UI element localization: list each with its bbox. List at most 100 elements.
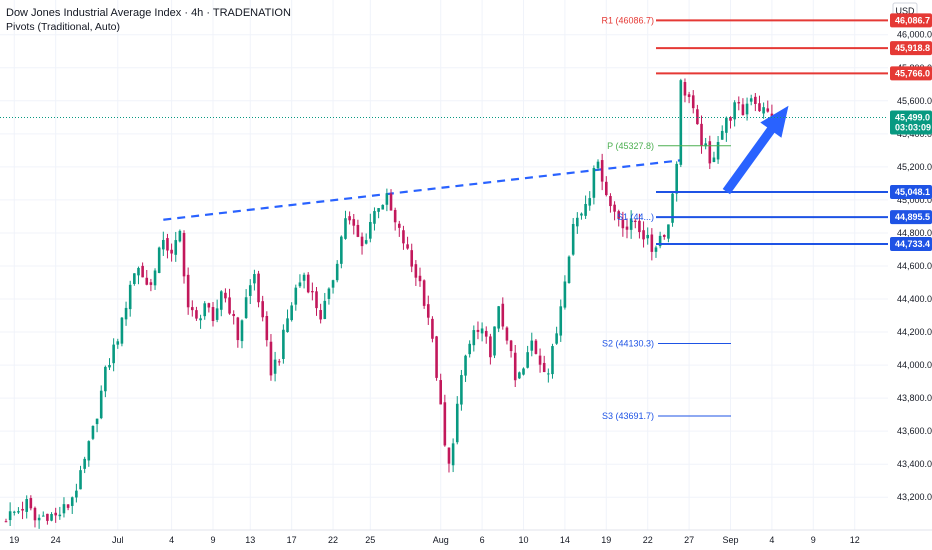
candle-body [95,418,99,425]
candle-body [21,508,24,511]
candle-body [248,285,252,296]
candle-body [128,284,132,310]
candle-body [29,498,33,509]
candle-body [306,274,310,293]
candle-body [675,163,678,194]
axis-tags-layer: 46,086.7 45,918.8 45,766.0 45,048.1 44,895.5… [890,13,932,251]
candle-body [563,281,567,308]
candle-body [754,96,757,104]
candle-body [344,218,347,239]
candle-body [426,304,430,318]
candle-body [199,318,202,321]
candle-body [567,256,571,284]
candle-body [277,361,281,363]
candle-body [733,102,736,120]
candle-body [265,315,269,341]
candle-body [364,240,368,244]
candle-body [261,301,264,318]
time-tick-label: 25 [365,535,375,545]
candle-body [696,109,699,125]
candle-body [687,94,691,97]
candle-body [389,193,393,211]
time-axis[interactable]: 19 24 Jul 4 9 13 17 22 25 Aug 6 10 14 19 22 27 Sep 4 9 12 [0,529,932,545]
candle-body [257,273,260,303]
arrow-layer [722,105,789,195]
candle-body [654,247,658,252]
candle-body [683,82,687,96]
last-price-label: 45,499.0 [895,112,930,122]
candle-body [145,277,149,285]
candle-body [704,143,707,147]
candle-body [124,307,128,320]
candle-body [377,208,380,212]
candle-body [489,336,492,358]
candle-body [464,355,467,376]
projection-arrow [722,105,789,195]
candle-body [348,216,351,221]
candle-body [642,230,645,240]
candle-body [588,198,592,206]
time-tick-label: Jul [112,535,124,545]
candle-body [62,504,66,514]
candle-body [157,247,161,273]
candle-body [191,307,194,311]
candle-body [99,390,103,419]
candle-body [431,318,434,339]
candle-body [112,344,115,364]
candle-body [33,507,37,521]
support-1-tag-label: 45,048.1 [895,187,930,197]
candle-body [54,512,57,516]
candle-body [617,211,621,219]
candle-body [253,274,256,284]
candle-body [58,514,62,517]
candle-body [613,204,616,212]
time-tick-label: 12 [850,535,860,545]
candle-body [435,336,438,378]
currency-label: USD [895,6,915,16]
time-tick-label: 19 [601,535,611,545]
candle-body [87,441,91,461]
support-2-tag-label: 44,895.5 [895,212,930,222]
candle-body [91,425,95,439]
resistance-1-tag [890,13,932,28]
candle-body [120,317,124,344]
candle-body [153,270,157,286]
time-tick-label: 27 [684,535,694,545]
candle-body [538,355,542,365]
candle-body [638,220,641,233]
pivot-label-s2: S2 (44130.3) [602,339,654,349]
time-tick-label: 10 [518,535,528,545]
pivot-label-s1: S1 (44...) [617,212,654,222]
candle-body [422,280,426,306]
candle-body [596,161,600,169]
candle-body [658,235,662,247]
candle-body [352,219,356,226]
pivot-layer: R1 (46086.7) P (45327.8) S1 (44...) S2 (441… [601,15,731,421]
price-tick-label: 46,000.0 [897,30,932,40]
candle-body [75,490,78,498]
candle-body [571,223,575,255]
candle-body [182,232,186,277]
candle-body [37,517,41,521]
time-tick-label: 22 [643,535,653,545]
price-tick-label: 45,600.0 [897,96,932,106]
candle-body [476,329,480,332]
candle-body [650,234,654,252]
price-tick-label: 45,200.0 [897,162,932,172]
candle-body [662,234,666,237]
indicator-label: Pivots (Traditional, Auto) [6,21,120,33]
candle-body [402,230,405,244]
candle-body [286,318,289,333]
candle-body [219,291,223,310]
candle-body [174,240,178,255]
candle-body [671,193,674,223]
candles [4,78,774,529]
candle-body [737,102,741,104]
candle-body [211,307,215,322]
candle-body [497,306,500,329]
candle-body [203,303,207,317]
price-tick-label: 44,600.0 [897,261,932,271]
candle-body [559,306,563,336]
candle-body [236,317,240,341]
